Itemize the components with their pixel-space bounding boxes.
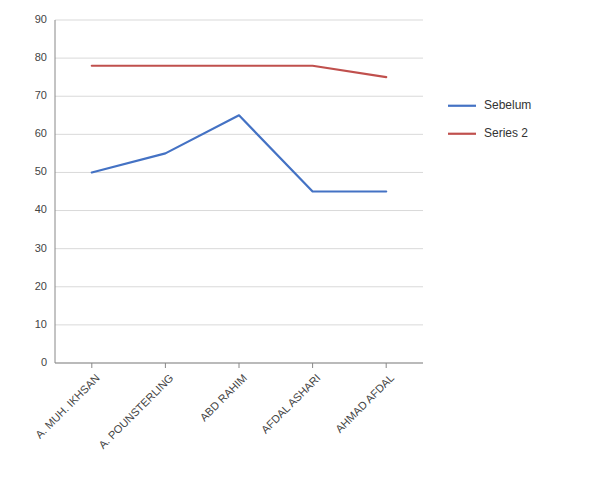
x-tick-label: AFDAL ASHARI: [259, 372, 323, 436]
grid: [55, 20, 423, 363]
y-tick-label: 70: [35, 89, 47, 101]
x-tick-label: A. MUH. IKHSAN: [33, 372, 102, 441]
legend-swatch: [448, 105, 476, 107]
legend-label: Sebelum: [484, 98, 531, 112]
grid-line: [55, 58, 423, 59]
y-tick-label: 10: [35, 318, 47, 330]
series-line: [92, 115, 386, 191]
grid-line: [55, 134, 423, 135]
chart-container: 0 10 20 30 40 50 60 70 80 90 A. MUH. IKHSANA. POUN…: [0, 0, 593, 493]
y-tick-label: 30: [35, 242, 47, 254]
x-tick: [386, 363, 387, 368]
legend-swatch: [448, 133, 476, 135]
y-tick-label: 60: [35, 127, 47, 139]
grid-line: [55, 210, 423, 211]
x-tick: [312, 363, 313, 368]
grid-line: [55, 286, 423, 287]
x-tick-label: ABD RAHIM: [197, 372, 249, 424]
grid-line: [55, 96, 423, 97]
legend: Sebelum Series 2: [448, 98, 531, 140]
x-tick: [239, 363, 240, 368]
x-tick: [91, 363, 92, 368]
grid-line: [55, 248, 423, 249]
chart-svg: 0 10 20 30 40 50 60 70 80 90 A. MUH. IKHSANA. POUN…: [0, 0, 593, 493]
x-tick-label: A. POUNSTERLING: [96, 372, 175, 451]
grid-line: [55, 20, 423, 21]
y-tick-label: 50: [35, 165, 47, 177]
x-tick-label: AHMAD AFDAL: [333, 372, 396, 435]
y-tick-label: 0: [41, 356, 47, 368]
grid-line: [55, 324, 423, 325]
x-tick: [165, 363, 166, 368]
series-group: [92, 66, 386, 192]
grid-line: [55, 172, 423, 173]
page: {"chart_data": {"type": "line", "categor…: [0, 0, 593, 493]
series-line: [92, 66, 386, 77]
y-tick-label: 40: [35, 203, 47, 215]
legend-label: Series 2: [484, 126, 528, 140]
y-tick-label: 80: [35, 51, 47, 63]
y-axis-line: [55, 20, 56, 363]
y-tick-label: 90: [35, 13, 47, 25]
y-tick-label: 20: [35, 280, 47, 292]
